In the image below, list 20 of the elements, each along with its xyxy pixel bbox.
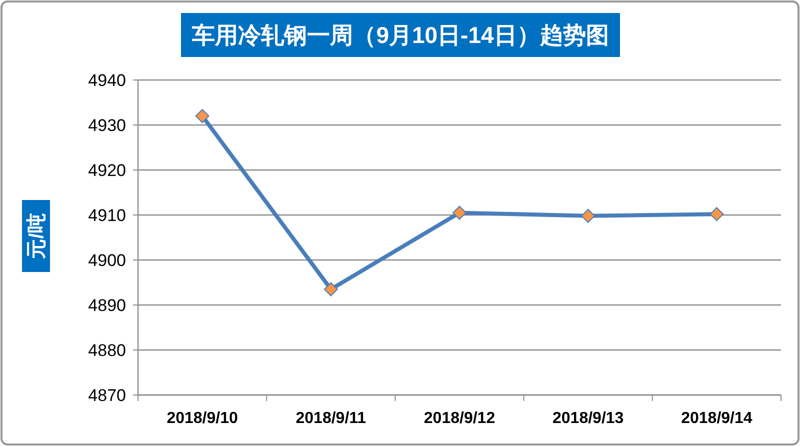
x-tick-label: 2018/9/14 xyxy=(681,410,752,427)
y-tick-label: 4900 xyxy=(88,251,126,270)
y-tick-label: 4870 xyxy=(88,386,126,405)
y-tick-label: 4930 xyxy=(88,116,126,135)
point xyxy=(324,282,338,296)
y-tick-label: 4880 xyxy=(88,341,126,360)
point xyxy=(710,207,724,222)
y-tick-label: 4940 xyxy=(88,71,126,90)
y-axis-title: 元/吨 xyxy=(26,213,48,260)
point xyxy=(581,208,596,223)
y-tick-label: 4910 xyxy=(88,206,126,225)
point xyxy=(195,109,210,123)
x-tick-label: 2018/9/12 xyxy=(424,410,496,427)
point xyxy=(452,206,466,220)
x-tick-label: 2018/9/13 xyxy=(552,410,624,427)
y-tick-label: 4890 xyxy=(88,296,126,315)
x-tick-label: 2018/9/11 xyxy=(296,410,366,427)
x-tick-label: 2018/9/10 xyxy=(166,410,238,427)
y-tick-label: 4920 xyxy=(88,161,126,180)
chart-title: 车用冷轧钢一周（9月10日-14日）趋势图 xyxy=(191,22,609,48)
